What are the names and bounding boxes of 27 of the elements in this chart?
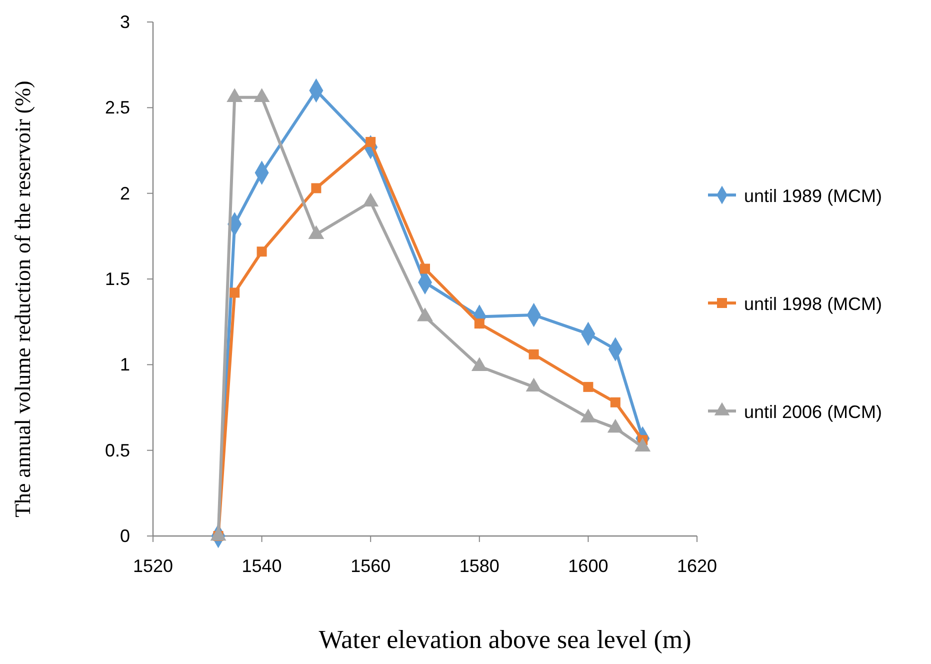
- point: [256, 246, 267, 257]
- y-tick-label: 0: [120, 526, 130, 546]
- point: [311, 183, 322, 194]
- x-tick-label: 1580: [459, 556, 500, 576]
- y-tick-label: 1.5: [104, 269, 130, 289]
- x-tick-label: 1540: [242, 556, 282, 576]
- point: [528, 349, 539, 360]
- x-tick-label: 1620: [676, 556, 718, 576]
- x-tick-label: 1560: [350, 556, 391, 576]
- point: [420, 264, 430, 274]
- y-tick-label: 2: [120, 183, 130, 204]
- y-tick-label: 3: [120, 12, 130, 32]
- y-axis-title: The annual volume reduction of the reservoir (%): [10, 80, 35, 518]
- x-tick-label: 1600: [568, 556, 608, 576]
- y-tick-label: 1: [120, 354, 130, 375]
- x-axis-title: Water elevation above sea level (m): [318, 625, 692, 654]
- legend-label: until 1989 (MCM): [744, 186, 882, 206]
- point: [474, 318, 484, 329]
- point: [230, 288, 240, 298]
- legend-label: until 2006 (MCM): [744, 402, 882, 422]
- y-tick-label: 0.5: [104, 440, 130, 460]
- point: [583, 382, 594, 392]
- legend-label: until 1998 (MCM): [744, 294, 882, 314]
- point: [610, 397, 620, 408]
- point: [366, 136, 376, 147]
- x-tick-label: 1520: [132, 556, 174, 576]
- y-tick-label: 2.5: [104, 98, 130, 118]
